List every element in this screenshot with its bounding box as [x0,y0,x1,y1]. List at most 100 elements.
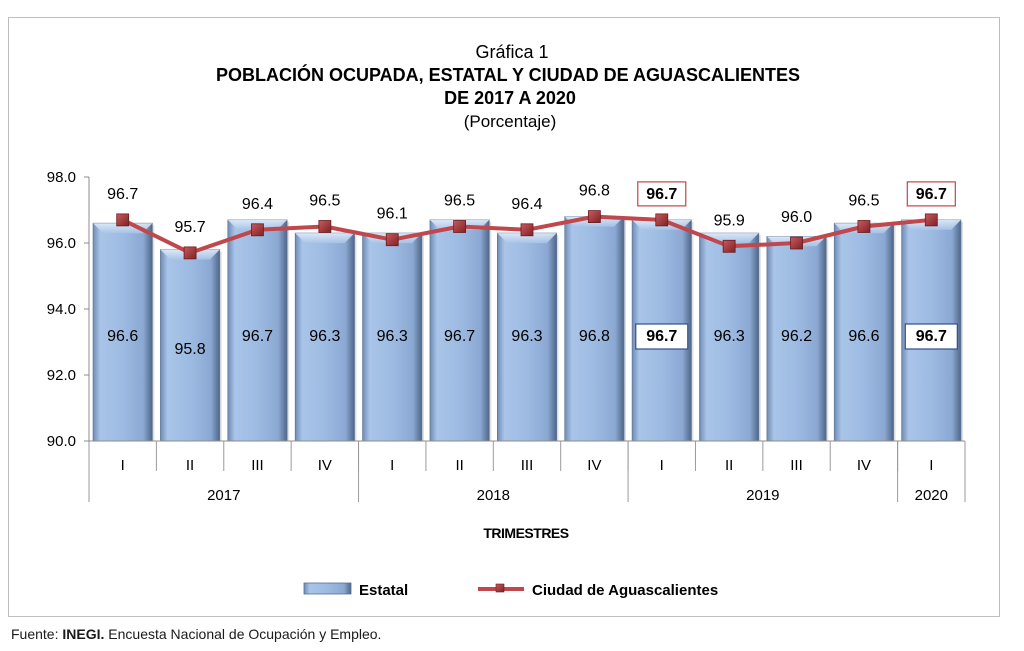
bar-body [564,216,625,442]
x-quarter-label: II [455,457,463,474]
bar-estatal [766,236,829,442]
line-marker [857,220,871,233]
x-quarter-label: IV [857,457,871,474]
x-quarter-label: II [186,457,194,474]
bar-value-label: 96.3 [714,328,745,345]
bar-estatal [564,216,627,442]
y-tick-label: 90.0 [47,433,76,450]
line-label-box [637,181,687,207]
bar-estatal [699,232,761,442]
x-quarter-label: I [929,457,933,474]
bar-body [160,249,221,442]
bar-value-label: 96.2 [781,328,812,345]
line-marker [722,239,736,253]
chart-title-line1: POBLACIÓN OCUPADA, ESTATAL Y CIUDAD DE A… [216,64,800,85]
y-axis: 90.0 92.0 94.0 96.0 98.0 [47,169,90,450]
bar-body [429,219,490,442]
legend-label-ciudad: Ciudad de Aguascalientes [532,582,718,599]
chart-subtitle: (Porcentaje) [464,112,557,131]
legend-swatch-bar [303,582,352,595]
line-value-label: 96.8 [579,183,610,200]
y-tick-label: 96.0 [47,235,76,252]
line-marker [183,246,197,260]
y-tick-label: 92.0 [47,367,76,384]
line-value-label: 95.7 [175,219,206,236]
bar-value-label: 95.8 [175,341,206,358]
bars-estatal [92,216,963,442]
bar-estatal [227,219,290,442]
bar-estatal [160,249,222,442]
line-value-label: 96.7 [646,186,677,203]
x-axis-title: TRIMESTRES [483,525,568,541]
source-text: Encuesta Nacional de Ocupación y Empleo. [104,626,382,642]
data-labels: 96.6 95.8 96.7 96.3 96.3 96.7 96.3 96.8 96.7 96.3… [107,181,958,358]
bar-body [294,232,355,442]
x-quarter-label: III [251,457,264,474]
bar-body [833,222,894,442]
bar-value-label: 96.8 [579,328,610,345]
legend-label-estatal: Estatal [359,582,408,599]
bar-estatal [294,232,357,442]
line-marker [318,220,332,233]
line-value-label: 95.9 [714,212,745,229]
legend-item-estatal: Estatal [303,582,408,599]
bar-label-box [635,323,689,350]
chart-frame [8,17,1000,617]
x-quarter-label: III [790,457,803,474]
line-marker [924,213,938,227]
x-year-label: 2019 [746,487,779,504]
source-note: Fuente: INEGI. Encuesta Nacional de Ocup… [11,626,381,642]
line-value-label: 96.4 [242,196,273,213]
bar-body [497,232,557,442]
line-value-label: 96.1 [377,206,408,223]
x-year-label: 2017 [207,487,240,504]
bar-value-label: 96.7 [444,328,475,345]
bar-value-label: 96.6 [107,328,138,345]
source-org: INEGI. [62,626,105,642]
legend-swatch-marker [495,583,505,593]
bar-estatal [833,222,896,442]
line-marker [587,210,601,224]
x-quarter-label: II [725,457,733,474]
line-value-label: 96.7 [916,186,947,203]
line-marker [655,213,669,227]
bar-bevel [295,233,355,244]
x-quarter-label: I [390,457,394,474]
line-marker [116,213,130,227]
line-value-label: 96.5 [444,193,475,210]
bar-label-box [904,323,958,350]
bar-estatal [92,222,155,442]
source-prefix: Fuente: [11,626,63,642]
x-quarter-label: I [660,457,664,474]
chart-caption: Gráfica 1 [475,42,548,62]
bar-estatal [429,219,492,442]
x-quarter-label: I [121,457,125,474]
bar-value-label: 96.3 [309,328,340,345]
bar-value-label: 96.7 [242,328,273,345]
x-year-label: 2018 [477,487,510,504]
x-quarter-label: III [521,457,534,474]
bar-value-label: 96.6 [848,328,879,345]
bar-value-label: 96.3 [377,328,408,345]
line-value-label: 96.0 [781,209,812,226]
chart: Gráfica 1 POBLACIÓN OCUPADA, ESTATAL Y C… [47,42,966,599]
line-marker [453,220,467,233]
chart-title-line2: DE 2017 A 2020 [444,88,576,108]
bar-body [699,232,760,442]
line-marker [251,223,264,237]
y-tick-label: 94.0 [47,301,76,318]
bar-body [766,236,827,442]
x-quarter-label: IV [318,457,332,474]
bar-value-label: 96.7 [646,328,677,345]
bar-body [227,219,288,442]
bar-bevel [497,233,557,244]
line-marker [790,236,803,250]
y-tick-label: 98.0 [47,169,76,186]
line-value-label: 96.5 [848,193,879,210]
bar-estatal [497,232,559,442]
bar-estatal [362,232,424,442]
line-marker [520,223,534,237]
bar-value-label: 96.3 [511,328,542,345]
bar-body [92,222,153,442]
